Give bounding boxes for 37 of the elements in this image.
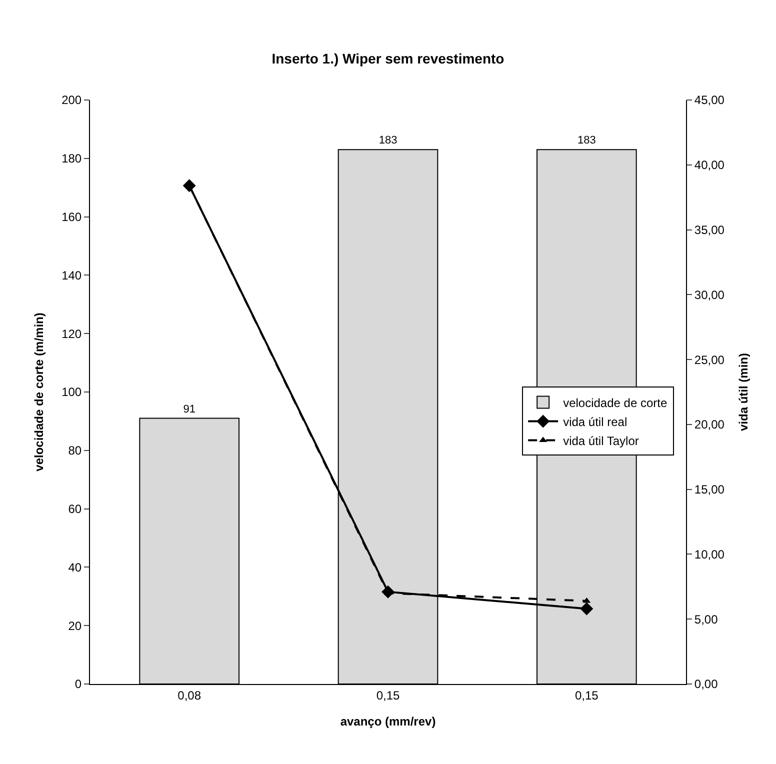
y-tick-label: 20 xyxy=(68,618,82,633)
legend-label: vida útil real xyxy=(563,414,628,429)
y-tick-label: 40 xyxy=(68,560,82,574)
y2-tick-label: 25,00 xyxy=(694,352,725,367)
y-tick-label: 120 xyxy=(62,326,82,341)
y-tick-label: 200 xyxy=(62,93,82,108)
y-axis-title: velocidade de corte (m/min) xyxy=(32,312,46,472)
x-axis-title: avanço (mm/rev) xyxy=(340,714,436,728)
y2-tick-label: 0,00 xyxy=(694,677,718,692)
y-tick-label: 160 xyxy=(62,210,82,224)
x-tick-label: 0,15 xyxy=(574,688,599,702)
chart-title: Inserto 1.) Wiper sem revestimento xyxy=(272,50,504,66)
x-tick-label: 0,15 xyxy=(376,688,400,702)
y2-tick-label: 40,00 xyxy=(694,158,725,172)
y2-tick-label: 35,00 xyxy=(694,222,725,237)
y2-tick-label: 30,00 xyxy=(694,288,725,302)
data-label: 91 xyxy=(183,403,196,416)
y2-tick-label: 20,00 xyxy=(694,418,725,432)
y-tick-label: 0 xyxy=(74,677,82,692)
y2-tick-label: 45,00 xyxy=(694,93,725,108)
y-tick-label: 180 xyxy=(62,152,82,166)
y2-axis-title: vida útil (min) xyxy=(736,352,751,431)
point xyxy=(182,179,196,192)
y2-tick-label: 15,00 xyxy=(694,482,725,497)
point xyxy=(382,585,394,598)
data-label: 183 xyxy=(577,134,596,147)
point xyxy=(580,602,594,616)
y-tick-label: 60 xyxy=(68,502,82,516)
y-tick-label: 100 xyxy=(62,385,82,400)
legend-label: velocidade de corte xyxy=(563,396,668,410)
y2-tick-label: 10,00 xyxy=(694,547,725,562)
legend-label: vida útil Taylor xyxy=(563,434,639,448)
y2-tick-label: 5,00 xyxy=(694,612,718,626)
y-tick-label: 140 xyxy=(62,268,82,282)
y-tick-label: 80 xyxy=(68,444,82,458)
x-tick-label: 0,08 xyxy=(178,688,202,702)
data-label: 183 xyxy=(378,134,398,147)
